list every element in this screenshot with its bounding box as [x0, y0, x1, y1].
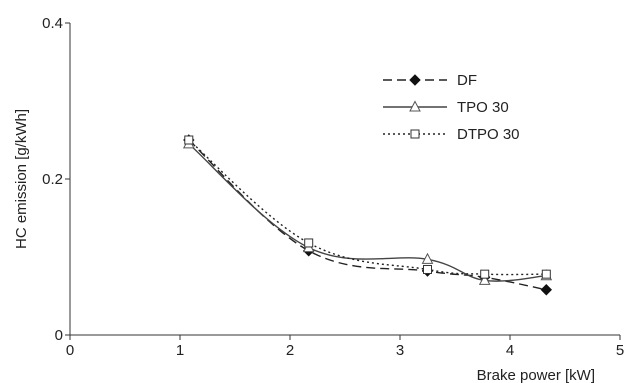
- legend: DF TPO 30 DTPO 30: [383, 72, 520, 143]
- x-tick-label: 1: [176, 342, 184, 359]
- x-tick-label: 3: [396, 342, 404, 359]
- x-tick-label: 2: [286, 342, 294, 359]
- series-layer: [182, 134, 553, 296]
- data-point-df: [540, 284, 553, 296]
- legend-marker-df: [409, 74, 421, 86]
- legend-label-df: DF: [457, 72, 477, 89]
- series-line-dtpo-30: [188, 139, 547, 276]
- legend-label-tpo-30: TPO 30: [457, 99, 509, 116]
- x-tick-label: 5: [616, 342, 624, 359]
- axes: 0 1 2 3 4 5 0 0.2 0.4 Brake power [kW] HC emission…: [13, 15, 624, 383]
- x-tick-label: 4: [506, 342, 514, 359]
- data-point-tpo-30: [421, 252, 434, 264]
- data-point-dtpo-30: [304, 238, 314, 248]
- y-tick-label: 0.2: [42, 171, 63, 188]
- series-line-df: [188, 139, 547, 291]
- data-point-dtpo-30: [480, 269, 490, 279]
- data-point-dtpo-30: [184, 135, 194, 145]
- data-point-dtpo-30: [423, 264, 432, 274]
- y-tick-label: 0: [55, 327, 63, 344]
- y-axis-title: HC emission [g/kWh]: [13, 109, 30, 249]
- y-tick-label: 0.4: [42, 15, 63, 32]
- legend-item-dtpo-30: DTPO 30: [383, 126, 520, 143]
- legend-label-dtpo-30: DTPO 30: [457, 126, 520, 143]
- x-axis-title: Brake power [kW]: [477, 367, 595, 383]
- x-tick-label: 0: [66, 342, 74, 359]
- legend-marker-dtpo-30: [410, 129, 420, 139]
- data-point-tpo-30: [478, 273, 491, 285]
- legend-item-df: DF: [383, 72, 477, 89]
- series-dtpo-30: [184, 135, 551, 279]
- series-line-tpo-30: [188, 143, 547, 282]
- data-point-dtpo-30: [541, 269, 551, 279]
- legend-item-tpo-30: TPO 30: [383, 99, 509, 116]
- series-df: [183, 134, 553, 296]
- legend-marker-tpo-30: [409, 100, 421, 112]
